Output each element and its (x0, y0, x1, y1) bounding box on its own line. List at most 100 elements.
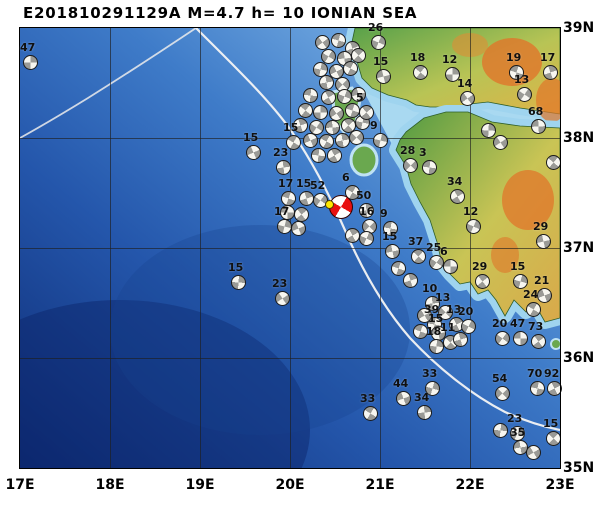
depth-label: 34 (447, 174, 463, 188)
grid-line-horizontal (20, 248, 560, 249)
depth-label: 44 (393, 376, 409, 390)
depth-label: 6 (440, 244, 448, 258)
focal-mechanism (348, 129, 364, 145)
focal-mechanism (324, 119, 340, 135)
island-zakynthos (349, 143, 379, 177)
focal-mechanism (444, 66, 460, 82)
focal-mechanism (358, 202, 374, 218)
depth-label: 37 (408, 234, 424, 248)
focal-mechanism (516, 86, 532, 102)
focal-mechanism (494, 385, 510, 401)
focal-mechanism (424, 380, 440, 396)
focal-mechanism (492, 134, 508, 150)
focal-mechanism (318, 74, 334, 90)
focal-mechanism (326, 147, 342, 163)
focal-mechanism (480, 122, 496, 138)
depth-label: 34 (414, 390, 430, 404)
focal-mechanism (452, 331, 468, 347)
focal-mechanism (416, 307, 432, 323)
focal-mechanism (459, 90, 475, 106)
focal-mechanism (460, 318, 476, 334)
depth-label: 29 (472, 259, 488, 273)
lon-tick-label: 20E (275, 477, 305, 493)
deep-basin-shade (20, 300, 310, 468)
depth-label: 50 (356, 188, 372, 202)
depth-label: 13 (446, 302, 462, 316)
depth-label: 33 (360, 391, 376, 405)
focal-mechanism (530, 118, 546, 134)
depth-label: 26 (368, 20, 384, 34)
highland-patch (482, 38, 542, 86)
depth-label: 15 (428, 311, 444, 325)
plate-boundary-line (195, 28, 560, 432)
mid-basin-shade (110, 225, 410, 435)
depth-label: 25 (426, 240, 442, 254)
focal-mechanism (230, 274, 246, 290)
depth-label: 15 (296, 176, 312, 190)
focal-mechanism (442, 258, 458, 274)
focal-mechanism (280, 190, 296, 206)
focal-mechanism (276, 218, 292, 234)
focal-mechanism (412, 64, 428, 80)
depth-label: 19 (506, 50, 522, 64)
focal-mechanism (546, 380, 562, 396)
focal-mechanism (344, 227, 360, 243)
highland-patch (491, 237, 519, 273)
depth-label: 23 (507, 411, 523, 425)
focal-mechanism (410, 248, 426, 264)
depth-label: 47 (510, 316, 526, 330)
lat-tick-label: 36N (563, 350, 595, 366)
focal-mechanism (512, 273, 528, 289)
focal-mechanism (370, 34, 386, 50)
focal-mechanism (350, 47, 366, 63)
depth-label: 12 (442, 52, 458, 66)
focal-mechanism (342, 60, 358, 76)
focal-mechanism (302, 87, 318, 103)
depth-label: 54 (492, 371, 508, 385)
focal-mechanism (298, 190, 314, 206)
focal-mechanism (395, 390, 411, 406)
focal-mechanism (384, 243, 400, 259)
focal-mechanism (358, 230, 374, 246)
lat-tick-label: 38N (563, 130, 595, 146)
lon-tick-label: 18E (95, 477, 125, 493)
island-kythira (550, 338, 560, 350)
focal-mechanism (412, 323, 428, 339)
depth-label: 73 (528, 319, 544, 333)
focal-mechanism (402, 272, 418, 288)
depth-label: 15 (228, 260, 244, 274)
depth-label: 15 (243, 130, 259, 144)
depth-label: 23 (273, 145, 289, 159)
focal-mechanism (542, 64, 558, 80)
focal-mechanism (421, 159, 437, 175)
focal-mechanism (530, 333, 546, 349)
depth-label: 21 (534, 273, 550, 287)
depth-label: 3 (419, 145, 427, 159)
focal-mechanism (525, 444, 541, 460)
lon-tick-label: 23E (545, 477, 575, 493)
focal-mechanism (290, 220, 306, 236)
depth-label: 9 (370, 118, 378, 132)
focal-mechanism (424, 295, 440, 311)
focal-mechanism (545, 430, 561, 446)
land-peloponnese (395, 111, 560, 323)
lon-tick-label: 17E (5, 477, 35, 493)
focal-mechanism (494, 330, 510, 346)
depth-label: 47 (20, 40, 36, 54)
depth-label: 12 (463, 204, 479, 218)
epicenter-marker (324, 199, 334, 209)
focal-mechanism (344, 184, 360, 200)
focal-mechanism (274, 290, 290, 306)
depth-label: 52 (310, 178, 326, 192)
focal-mechanism (428, 338, 444, 354)
focal-mechanism (312, 61, 328, 77)
focal-mechanism (535, 233, 551, 249)
focal-mechanism (22, 54, 38, 70)
lat-tick-label: 37N (563, 240, 595, 256)
depth-label: 17 (278, 176, 294, 190)
focal-mechanism (402, 157, 418, 173)
highland-patch (536, 78, 560, 122)
focal-mechanism (334, 132, 350, 148)
